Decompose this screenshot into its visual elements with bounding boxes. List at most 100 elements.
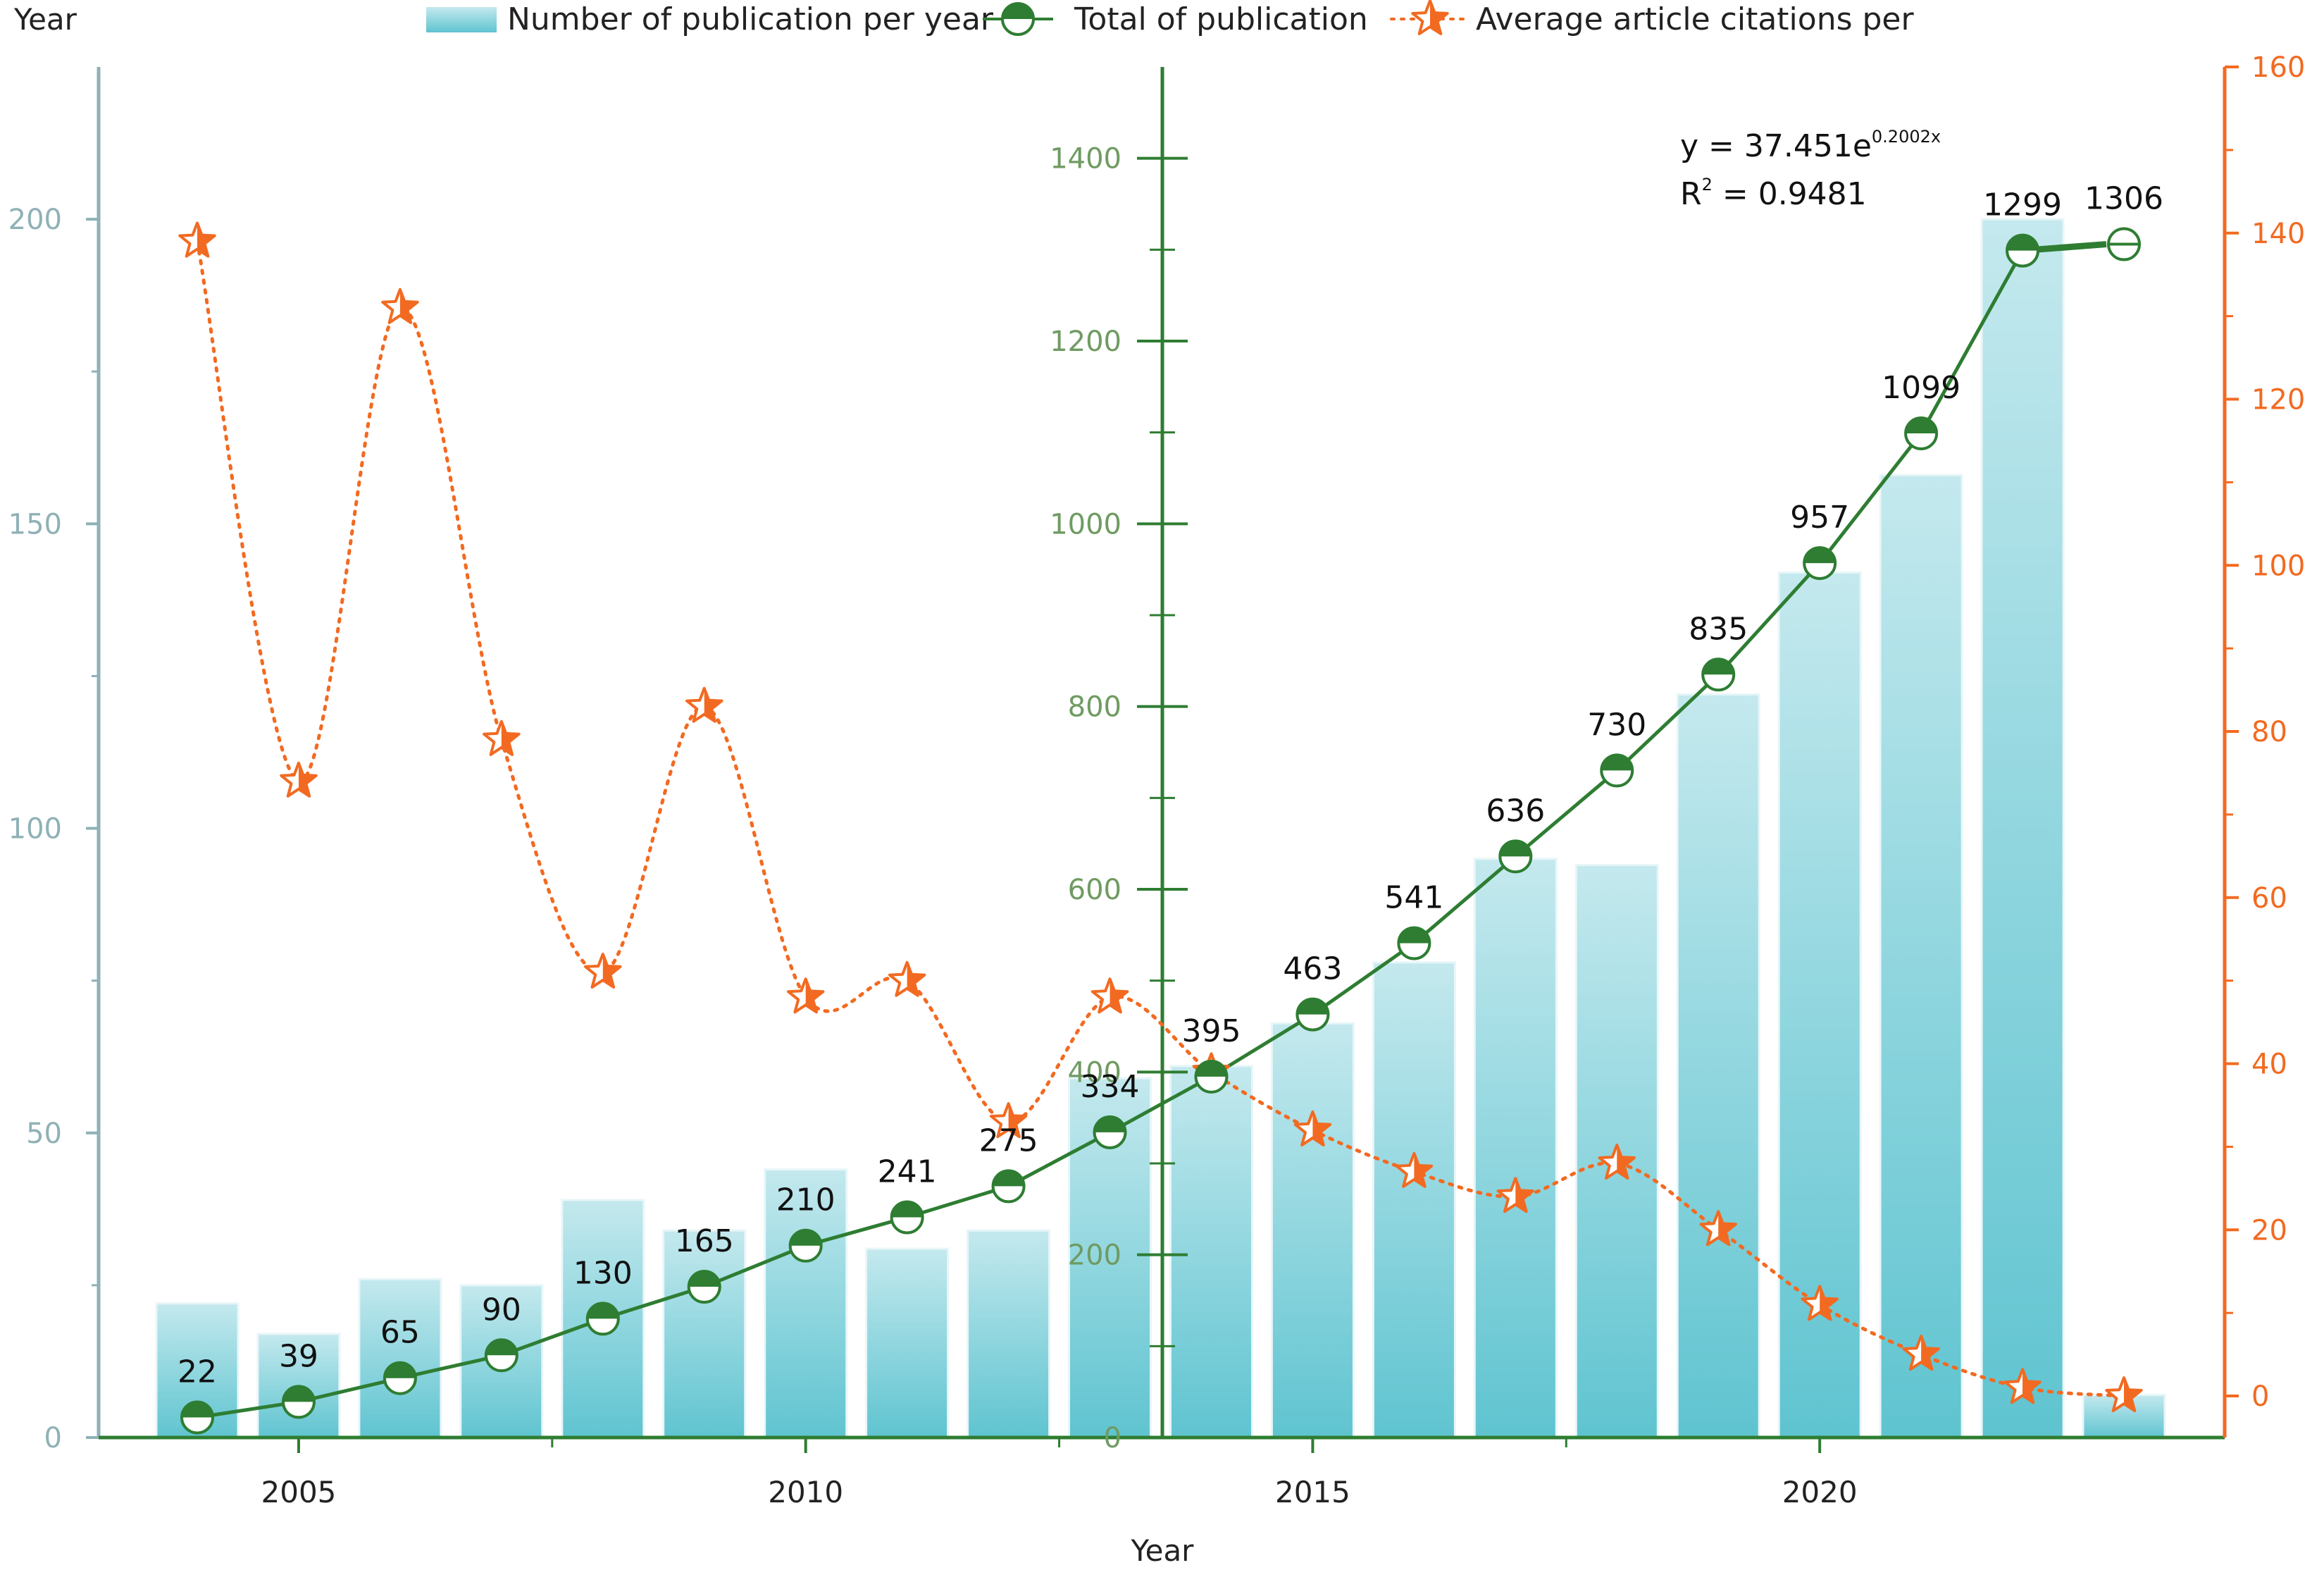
r-squared-superscript: 2 xyxy=(1702,175,1713,194)
avg-point-2023-fill xyxy=(2124,1378,2142,1411)
total-point-2013-fill xyxy=(1094,1116,1126,1132)
total-point-2009-fill xyxy=(688,1271,720,1287)
legend: Number of publication per year Total of p… xyxy=(426,0,1914,37)
legend-swatch-avg-marker xyxy=(1411,0,1449,35)
bar-2014 xyxy=(1169,1065,1253,1439)
x-axis-title: Year xyxy=(1131,1533,1195,1568)
right-tick-label-80: 80 xyxy=(2251,716,2287,748)
total-data-label-2012: 275 xyxy=(979,1123,1038,1158)
avg-point-2009-fill xyxy=(704,688,722,722)
right-tick-label-100: 100 xyxy=(2251,550,2305,582)
total-point-2009 xyxy=(687,1270,721,1304)
total-point-2005-fill xyxy=(282,1386,314,1402)
avg-point-2021 xyxy=(1902,1335,1940,1371)
avg-point-2007 xyxy=(483,719,521,756)
legend-label-bars: Number of publication per year xyxy=(507,1,994,37)
r-squared-prefix: R xyxy=(1680,176,1702,212)
r-squared-value: = 0.9481 xyxy=(1713,176,1867,212)
x-tick-label-2005: 2005 xyxy=(261,1475,337,1509)
total-data-label-2010: 210 xyxy=(776,1182,835,1218)
avg-point-2010 xyxy=(787,977,825,1014)
avg-point-2015-outline xyxy=(1293,1110,1332,1146)
avg-point-2004 xyxy=(178,221,216,258)
avg-point-2020-fill xyxy=(1820,1286,1837,1320)
total-data-label-2016: 541 xyxy=(1384,880,1443,916)
legend-label-avg: Average article citations per xyxy=(1476,1,1914,37)
bar-2017 xyxy=(1473,858,1558,1439)
bar-2019 xyxy=(1676,693,1760,1439)
avg-point-2005 xyxy=(280,761,318,798)
avg-point-2019-fill xyxy=(1718,1211,1736,1245)
middle-tick-label-400: 400 xyxy=(1068,1056,1121,1089)
total-point-2016-fill xyxy=(1398,927,1430,944)
avg-point-2005-fill xyxy=(298,762,316,796)
bar-2022 xyxy=(1980,218,2065,1439)
total-point-2021 xyxy=(1904,416,1939,450)
avg-point-2012 xyxy=(989,1102,1028,1139)
middle-tick-label-1200: 1200 xyxy=(1050,326,1121,358)
total-data-label-2023: 1306 xyxy=(2084,181,2163,217)
total-data-label-2021: 1099 xyxy=(1882,370,1961,406)
avg-point-2008-fill xyxy=(602,953,621,987)
total-point-2012 xyxy=(991,1169,1026,1204)
total-point-2022-fill xyxy=(2007,235,2039,251)
equation-base: y = 37.451e xyxy=(1680,128,1872,164)
left-tick-label-50: 50 xyxy=(26,1118,62,1150)
avg-point-2019-outline xyxy=(1699,1210,1737,1247)
avg-point-2011 xyxy=(888,960,926,997)
x-tick-label-2015: 2015 xyxy=(1275,1475,1350,1509)
avg-point-2023 xyxy=(2105,1376,2143,1413)
total-point-2017 xyxy=(1498,839,1533,874)
avg-point-2022-fill xyxy=(2022,1369,2040,1403)
legend-swatch-bars xyxy=(426,7,497,32)
avg-point-2019 xyxy=(1699,1210,1737,1247)
avg-point-2009 xyxy=(685,686,723,723)
middle-tick-label-1400: 1400 xyxy=(1050,143,1121,175)
total-point-2008 xyxy=(585,1302,620,1336)
total-point-2015-fill xyxy=(1297,999,1329,1015)
total-data-label-2005: 39 xyxy=(279,1338,318,1374)
total-data-label-2011: 241 xyxy=(878,1154,937,1190)
left-tick-label-100: 100 xyxy=(8,813,62,846)
avg-point-2007-fill xyxy=(501,721,519,755)
total-point-2021-fill xyxy=(1906,417,1937,433)
total-data-label-2009: 165 xyxy=(675,1223,734,1259)
total-data-label-2007: 90 xyxy=(482,1292,521,1328)
right-tick-label-60: 60 xyxy=(2251,882,2287,915)
total-point-2014-fill xyxy=(1195,1061,1227,1077)
right-tick-label-20: 20 xyxy=(2251,1214,2287,1247)
avg-point-2022 xyxy=(2003,1368,2042,1404)
middle-tick-label-200: 200 xyxy=(1068,1240,1121,1272)
total-point-2013 xyxy=(1093,1115,1127,1149)
left-tick-label-150: 150 xyxy=(8,508,62,540)
equation-exponent: 0.2002x xyxy=(1872,127,1941,147)
total-point-2005 xyxy=(281,1385,316,1419)
total-data-label-2015: 463 xyxy=(1283,951,1342,987)
avg-point-2017-fill xyxy=(1515,1178,1533,1212)
left-tick-label-200: 200 xyxy=(8,204,62,236)
total-point-2007-fill xyxy=(485,1340,517,1356)
avg-point-2016-fill xyxy=(1414,1153,1432,1187)
total-data-label-2004: 22 xyxy=(178,1354,217,1390)
total-point-2011-fill xyxy=(891,1201,923,1218)
right-tick-label-40: 40 xyxy=(2251,1049,2287,1081)
total-data-label-2020: 957 xyxy=(1790,500,1849,536)
total-point-2004 xyxy=(180,1400,214,1435)
x-tick-label-2010: 2010 xyxy=(768,1475,843,1509)
bar-2011 xyxy=(865,1247,950,1439)
legend-swatch-avg-marker-fill xyxy=(1430,1,1448,34)
middle-tick-label-1000: 1000 xyxy=(1050,508,1121,540)
avg-point-2012-fill xyxy=(1008,1104,1026,1137)
total-data-label-2022: 1299 xyxy=(1983,187,2062,223)
total-point-2019 xyxy=(1701,657,1736,692)
total-point-2007 xyxy=(484,1338,518,1373)
avg-point-2017 xyxy=(1496,1177,1534,1213)
total-data-label-2013: 334 xyxy=(1081,1069,1140,1105)
total-data-label-2018: 730 xyxy=(1587,707,1646,743)
bar-2021 xyxy=(1879,474,1963,1439)
total-point-2015 xyxy=(1295,997,1330,1032)
avg-point-2016 xyxy=(1395,1151,1434,1188)
x-tick-label-2020: 2020 xyxy=(1782,1475,1858,1509)
total-point-2006 xyxy=(383,1361,417,1395)
